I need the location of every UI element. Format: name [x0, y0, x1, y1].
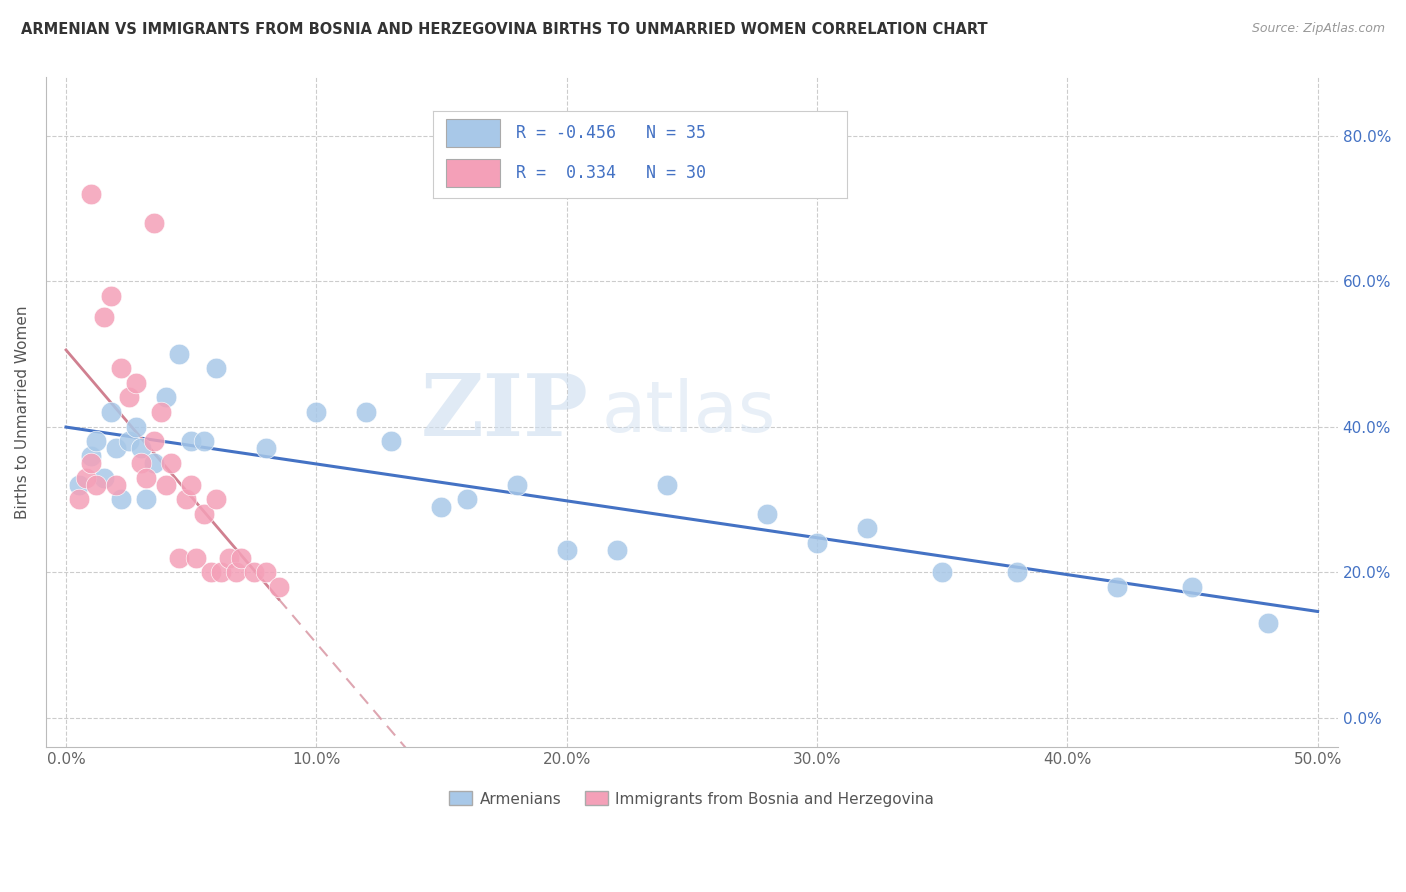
- Point: [254, 442, 277, 456]
- Point: [305, 405, 328, 419]
- Point: [193, 507, 215, 521]
- Point: [80, 186, 103, 201]
- Point: [135, 470, 157, 484]
- Point: [110, 492, 132, 507]
- Point: [142, 216, 165, 230]
- Point: [93, 310, 115, 325]
- Point: [755, 507, 778, 521]
- Point: [80, 456, 103, 470]
- Point: [155, 391, 177, 405]
- Point: [129, 442, 152, 456]
- Y-axis label: Births to Unmarried Women: Births to Unmarried Women: [15, 305, 30, 519]
- Point: [193, 434, 215, 449]
- Point: [174, 492, 197, 507]
- Point: [555, 543, 578, 558]
- Legend: Armenians, Immigrants from Bosnia and Herzegovina: Armenians, Immigrants from Bosnia and He…: [443, 785, 941, 813]
- Point: [856, 521, 879, 535]
- Point: [1005, 565, 1028, 579]
- Point: [200, 565, 222, 579]
- Point: [356, 405, 378, 419]
- Point: [505, 477, 527, 491]
- Text: ZIP: ZIP: [420, 370, 589, 454]
- Point: [105, 477, 128, 491]
- Point: [150, 405, 173, 419]
- Point: [456, 492, 478, 507]
- Text: atlas: atlas: [602, 377, 776, 447]
- Point: [225, 565, 247, 579]
- Point: [117, 434, 139, 449]
- Point: [100, 405, 122, 419]
- Point: [218, 550, 240, 565]
- Point: [125, 419, 148, 434]
- Point: [135, 492, 157, 507]
- Point: [100, 288, 122, 302]
- Point: [1181, 580, 1204, 594]
- Point: [125, 376, 148, 390]
- Text: ARMENIAN VS IMMIGRANTS FROM BOSNIA AND HERZEGOVINA BIRTHS TO UNMARRIED WOMEN COR: ARMENIAN VS IMMIGRANTS FROM BOSNIA AND H…: [21, 22, 987, 37]
- Point: [806, 536, 828, 550]
- Point: [67, 477, 90, 491]
- Point: [117, 391, 139, 405]
- Point: [129, 456, 152, 470]
- Point: [167, 347, 190, 361]
- Point: [231, 550, 253, 565]
- Point: [254, 565, 277, 579]
- Point: [80, 449, 103, 463]
- Point: [110, 361, 132, 376]
- Point: [180, 434, 202, 449]
- Text: Source: ZipAtlas.com: Source: ZipAtlas.com: [1251, 22, 1385, 36]
- Point: [84, 477, 107, 491]
- Point: [67, 492, 90, 507]
- Point: [180, 477, 202, 491]
- Point: [606, 543, 628, 558]
- Point: [380, 434, 402, 449]
- Point: [242, 565, 264, 579]
- Point: [1107, 580, 1129, 594]
- Point: [186, 550, 208, 565]
- Point: [931, 565, 953, 579]
- Point: [209, 565, 232, 579]
- Point: [160, 456, 183, 470]
- Point: [142, 434, 165, 449]
- Point: [267, 580, 290, 594]
- Point: [205, 492, 228, 507]
- Point: [84, 434, 107, 449]
- Point: [142, 456, 165, 470]
- Point: [105, 442, 128, 456]
- Point: [167, 550, 190, 565]
- Point: [655, 477, 678, 491]
- Point: [75, 470, 97, 484]
- Point: [430, 500, 453, 514]
- Point: [93, 470, 115, 484]
- Point: [155, 477, 177, 491]
- Point: [205, 361, 228, 376]
- Point: [1257, 615, 1279, 630]
